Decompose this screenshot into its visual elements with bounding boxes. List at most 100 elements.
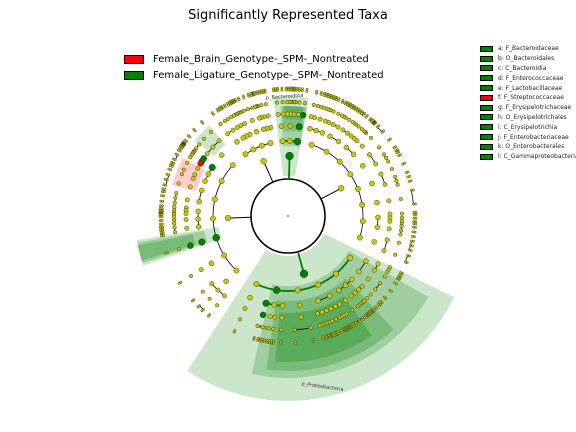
tree-node	[397, 154, 401, 158]
tree-node	[275, 112, 281, 117]
tree-node	[393, 252, 398, 257]
tree-node	[412, 220, 416, 223]
tree-node	[178, 149, 182, 153]
tree-node	[280, 111, 286, 117]
tree-node	[278, 123, 285, 129]
tree-node	[250, 146, 257, 153]
highlight-family-d	[194, 125, 226, 157]
tree-node	[365, 276, 371, 282]
taxa-key-swatch	[480, 75, 493, 82]
tree-node	[406, 175, 410, 179]
tree-node	[280, 303, 286, 309]
tree-node	[295, 112, 301, 117]
tree-node	[374, 224, 380, 231]
taxa-key-item-h: h: O_Erysipelotrichales	[480, 113, 576, 123]
tree-node	[180, 147, 183, 151]
taxa-key-swatch	[480, 143, 493, 150]
tree-node	[348, 293, 354, 299]
tree-node	[321, 335, 325, 339]
tree-node	[393, 281, 397, 285]
tree-node	[361, 113, 365, 117]
tree-node	[354, 320, 358, 324]
tree-node	[215, 287, 221, 293]
root-node	[287, 215, 289, 217]
tree-node	[225, 131, 231, 137]
taxa-key-label: a: F_Bacteroidaceae	[498, 45, 559, 53]
tree-node	[272, 314, 278, 320]
tree-node	[319, 104, 324, 109]
tree-node	[229, 162, 236, 169]
tree-node	[230, 127, 236, 133]
tree-node	[185, 160, 190, 165]
tree-node	[193, 129, 197, 133]
tree-node	[173, 158, 177, 162]
tree-node	[398, 232, 403, 237]
tree-node	[172, 204, 177, 209]
tree-nodes	[158, 86, 418, 346]
tree-node	[259, 311, 267, 319]
taxa-key-label: j: F_Enterobacteriaceae	[498, 133, 569, 141]
tree-node	[173, 230, 178, 235]
tree-node	[398, 197, 403, 202]
tree-node	[407, 180, 411, 183]
tree-node	[170, 165, 174, 168]
tree-node	[162, 194, 166, 198]
tree-node	[371, 239, 377, 245]
tree-node	[308, 114, 314, 120]
tree-node	[173, 195, 178, 200]
tree-node	[307, 126, 313, 132]
chart-title: Significantly Represented Taxa	[188, 8, 388, 23]
taxa-key-item-b: b: O_Bacteroidales	[480, 54, 576, 64]
tree-node	[387, 138, 391, 142]
phylum-edge	[263, 160, 274, 183]
phylum-node	[338, 185, 345, 192]
tree-node	[208, 313, 212, 317]
tree-node	[337, 301, 342, 307]
tree-node	[294, 340, 297, 344]
tree-node	[399, 271, 402, 274]
tree-node	[181, 167, 186, 172]
taxa-key-swatch	[480, 104, 493, 111]
taxa-key-swatch	[480, 55, 493, 62]
tree-node	[218, 122, 223, 127]
tree-node	[409, 189, 413, 192]
tree-node	[352, 290, 358, 296]
tree-node	[256, 115, 262, 121]
tree-node	[272, 339, 276, 343]
tree-node	[336, 111, 341, 116]
tree-node	[342, 282, 349, 288]
tree-node	[160, 218, 164, 222]
highlight-phylum-proteobacteria	[187, 233, 455, 401]
tree-node	[388, 288, 392, 292]
tree-node	[350, 308, 355, 313]
tree-node	[272, 286, 281, 294]
tree-node	[199, 187, 205, 194]
tree-node	[208, 163, 216, 171]
taxa-key-label: h: O_Erysipelotrichales	[498, 113, 567, 121]
tree-node	[356, 287, 361, 293]
tree-node	[399, 211, 404, 216]
tree-node	[356, 268, 362, 275]
tree-node	[284, 111, 290, 117]
taxa-key-swatch	[480, 65, 493, 72]
tree-node	[384, 237, 390, 243]
tree-node	[315, 281, 321, 288]
tree-node	[322, 118, 328, 124]
tree-node	[263, 338, 266, 342]
tree-node	[340, 127, 346, 133]
tree-node	[344, 311, 349, 316]
clade-label-bacteroidota: p_Bacteroidota	[266, 93, 304, 102]
highlight-class-l	[251, 251, 429, 379]
taxa-key-item-c: c: C_Bacteroidia	[480, 64, 576, 74]
tree-node	[238, 123, 244, 128]
tree-node	[259, 103, 264, 108]
tree-node	[317, 116, 323, 122]
tree-node	[179, 280, 183, 284]
phylum-node	[224, 214, 232, 222]
tree-node	[183, 217, 189, 222]
tree-node	[279, 138, 286, 145]
tree-node	[333, 270, 339, 277]
tree-node	[229, 115, 234, 120]
taxa-key-swatch	[480, 153, 493, 160]
